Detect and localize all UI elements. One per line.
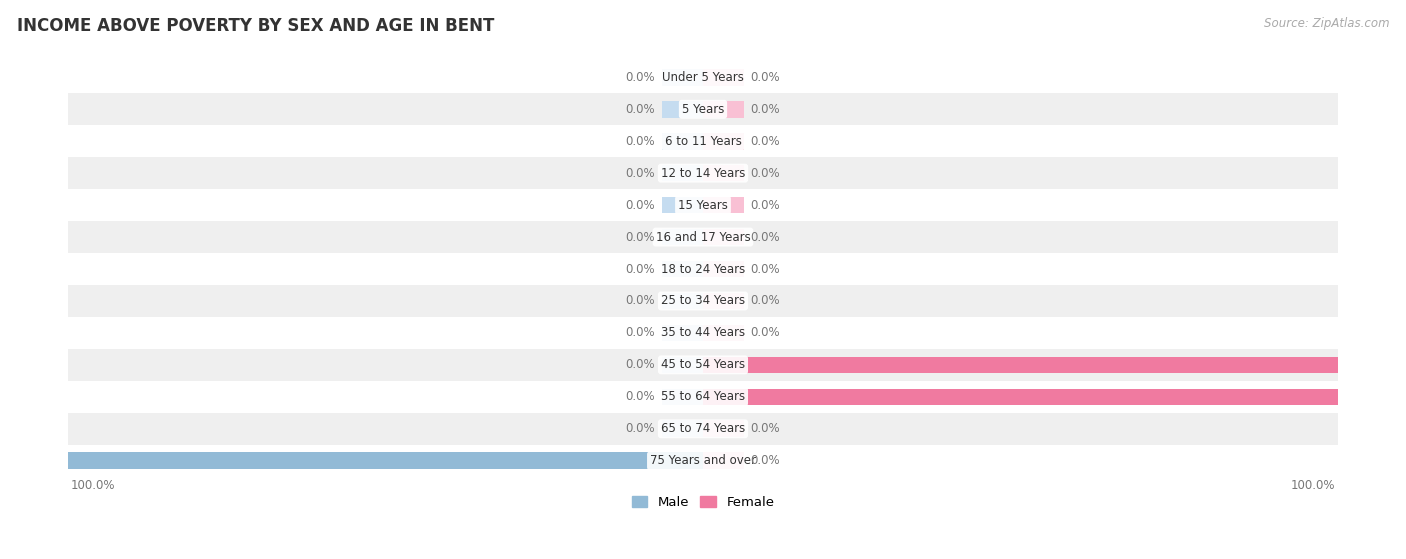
Text: 12 to 14 Years: 12 to 14 Years bbox=[661, 167, 745, 179]
Text: 100.0%: 100.0% bbox=[1348, 358, 1392, 371]
Text: 0.0%: 0.0% bbox=[751, 326, 780, 339]
Text: 0.0%: 0.0% bbox=[626, 103, 655, 116]
Text: 100.0%: 100.0% bbox=[1348, 390, 1392, 404]
Text: 0.0%: 0.0% bbox=[751, 295, 780, 307]
Text: 0.0%: 0.0% bbox=[751, 230, 780, 244]
Text: 6 to 11 Years: 6 to 11 Years bbox=[665, 135, 741, 148]
Bar bbox=[67, 317, 1339, 349]
Bar bbox=[662, 325, 703, 341]
Text: 100.0%: 100.0% bbox=[1291, 479, 1336, 491]
Bar bbox=[662, 133, 703, 149]
Text: 0.0%: 0.0% bbox=[751, 198, 780, 212]
Text: 0.0%: 0.0% bbox=[626, 326, 655, 339]
Bar bbox=[703, 325, 744, 341]
Bar bbox=[67, 413, 1339, 445]
Bar bbox=[662, 260, 703, 277]
Text: 0.0%: 0.0% bbox=[626, 263, 655, 276]
Bar bbox=[703, 101, 744, 117]
Bar bbox=[67, 157, 1339, 189]
Text: 100.0%: 100.0% bbox=[70, 479, 115, 491]
Bar bbox=[67, 93, 1339, 125]
Text: 0.0%: 0.0% bbox=[751, 71, 780, 84]
Bar bbox=[703, 260, 744, 277]
Text: 0.0%: 0.0% bbox=[751, 103, 780, 116]
Text: 45 to 54 Years: 45 to 54 Years bbox=[661, 358, 745, 371]
Bar bbox=[703, 165, 744, 182]
Text: 0.0%: 0.0% bbox=[626, 422, 655, 435]
Bar bbox=[662, 165, 703, 182]
Text: 0.0%: 0.0% bbox=[626, 358, 655, 371]
Bar bbox=[703, 69, 744, 86]
Bar bbox=[67, 253, 1339, 285]
Text: 0.0%: 0.0% bbox=[626, 230, 655, 244]
Text: 0.0%: 0.0% bbox=[626, 198, 655, 212]
Bar bbox=[662, 197, 703, 214]
Bar bbox=[703, 229, 744, 245]
Bar bbox=[67, 189, 1339, 221]
Bar bbox=[67, 445, 1339, 477]
Bar bbox=[703, 197, 744, 214]
Text: 0.0%: 0.0% bbox=[751, 422, 780, 435]
Bar bbox=[703, 420, 744, 437]
Text: 0.0%: 0.0% bbox=[626, 71, 655, 84]
Text: 100.0%: 100.0% bbox=[14, 454, 58, 467]
Bar bbox=[67, 285, 1339, 317]
Bar bbox=[662, 293, 703, 309]
Bar bbox=[67, 452, 703, 469]
Text: 16 and 17 Years: 16 and 17 Years bbox=[655, 230, 751, 244]
Bar bbox=[662, 389, 703, 405]
Bar bbox=[67, 125, 1339, 157]
Bar bbox=[662, 420, 703, 437]
Bar bbox=[703, 389, 1339, 405]
Bar bbox=[703, 133, 744, 149]
Bar bbox=[67, 381, 1339, 413]
Text: 18 to 24 Years: 18 to 24 Years bbox=[661, 263, 745, 276]
Text: 25 to 34 Years: 25 to 34 Years bbox=[661, 295, 745, 307]
Text: 75 Years and over: 75 Years and over bbox=[650, 454, 756, 467]
Bar bbox=[703, 357, 1339, 373]
Text: 15 Years: 15 Years bbox=[678, 198, 728, 212]
Text: 0.0%: 0.0% bbox=[751, 167, 780, 179]
Text: 35 to 44 Years: 35 to 44 Years bbox=[661, 326, 745, 339]
Bar bbox=[662, 69, 703, 86]
Text: 0.0%: 0.0% bbox=[626, 295, 655, 307]
Text: 5 Years: 5 Years bbox=[682, 103, 724, 116]
Bar bbox=[67, 221, 1339, 253]
Text: INCOME ABOVE POVERTY BY SEX AND AGE IN BENT: INCOME ABOVE POVERTY BY SEX AND AGE IN B… bbox=[17, 17, 495, 35]
Bar bbox=[662, 101, 703, 117]
Bar bbox=[703, 293, 744, 309]
Text: 0.0%: 0.0% bbox=[626, 390, 655, 404]
Text: 65 to 74 Years: 65 to 74 Years bbox=[661, 422, 745, 435]
Text: Source: ZipAtlas.com: Source: ZipAtlas.com bbox=[1264, 17, 1389, 30]
Text: 0.0%: 0.0% bbox=[751, 135, 780, 148]
Text: 0.0%: 0.0% bbox=[751, 454, 780, 467]
Bar bbox=[703, 452, 744, 469]
Text: 0.0%: 0.0% bbox=[626, 135, 655, 148]
Legend: Male, Female: Male, Female bbox=[631, 496, 775, 509]
Bar bbox=[662, 357, 703, 373]
Text: 0.0%: 0.0% bbox=[626, 167, 655, 179]
Bar bbox=[67, 349, 1339, 381]
Text: 0.0%: 0.0% bbox=[751, 263, 780, 276]
Text: 55 to 64 Years: 55 to 64 Years bbox=[661, 390, 745, 404]
Text: Under 5 Years: Under 5 Years bbox=[662, 71, 744, 84]
Bar bbox=[662, 229, 703, 245]
Bar bbox=[67, 61, 1339, 93]
